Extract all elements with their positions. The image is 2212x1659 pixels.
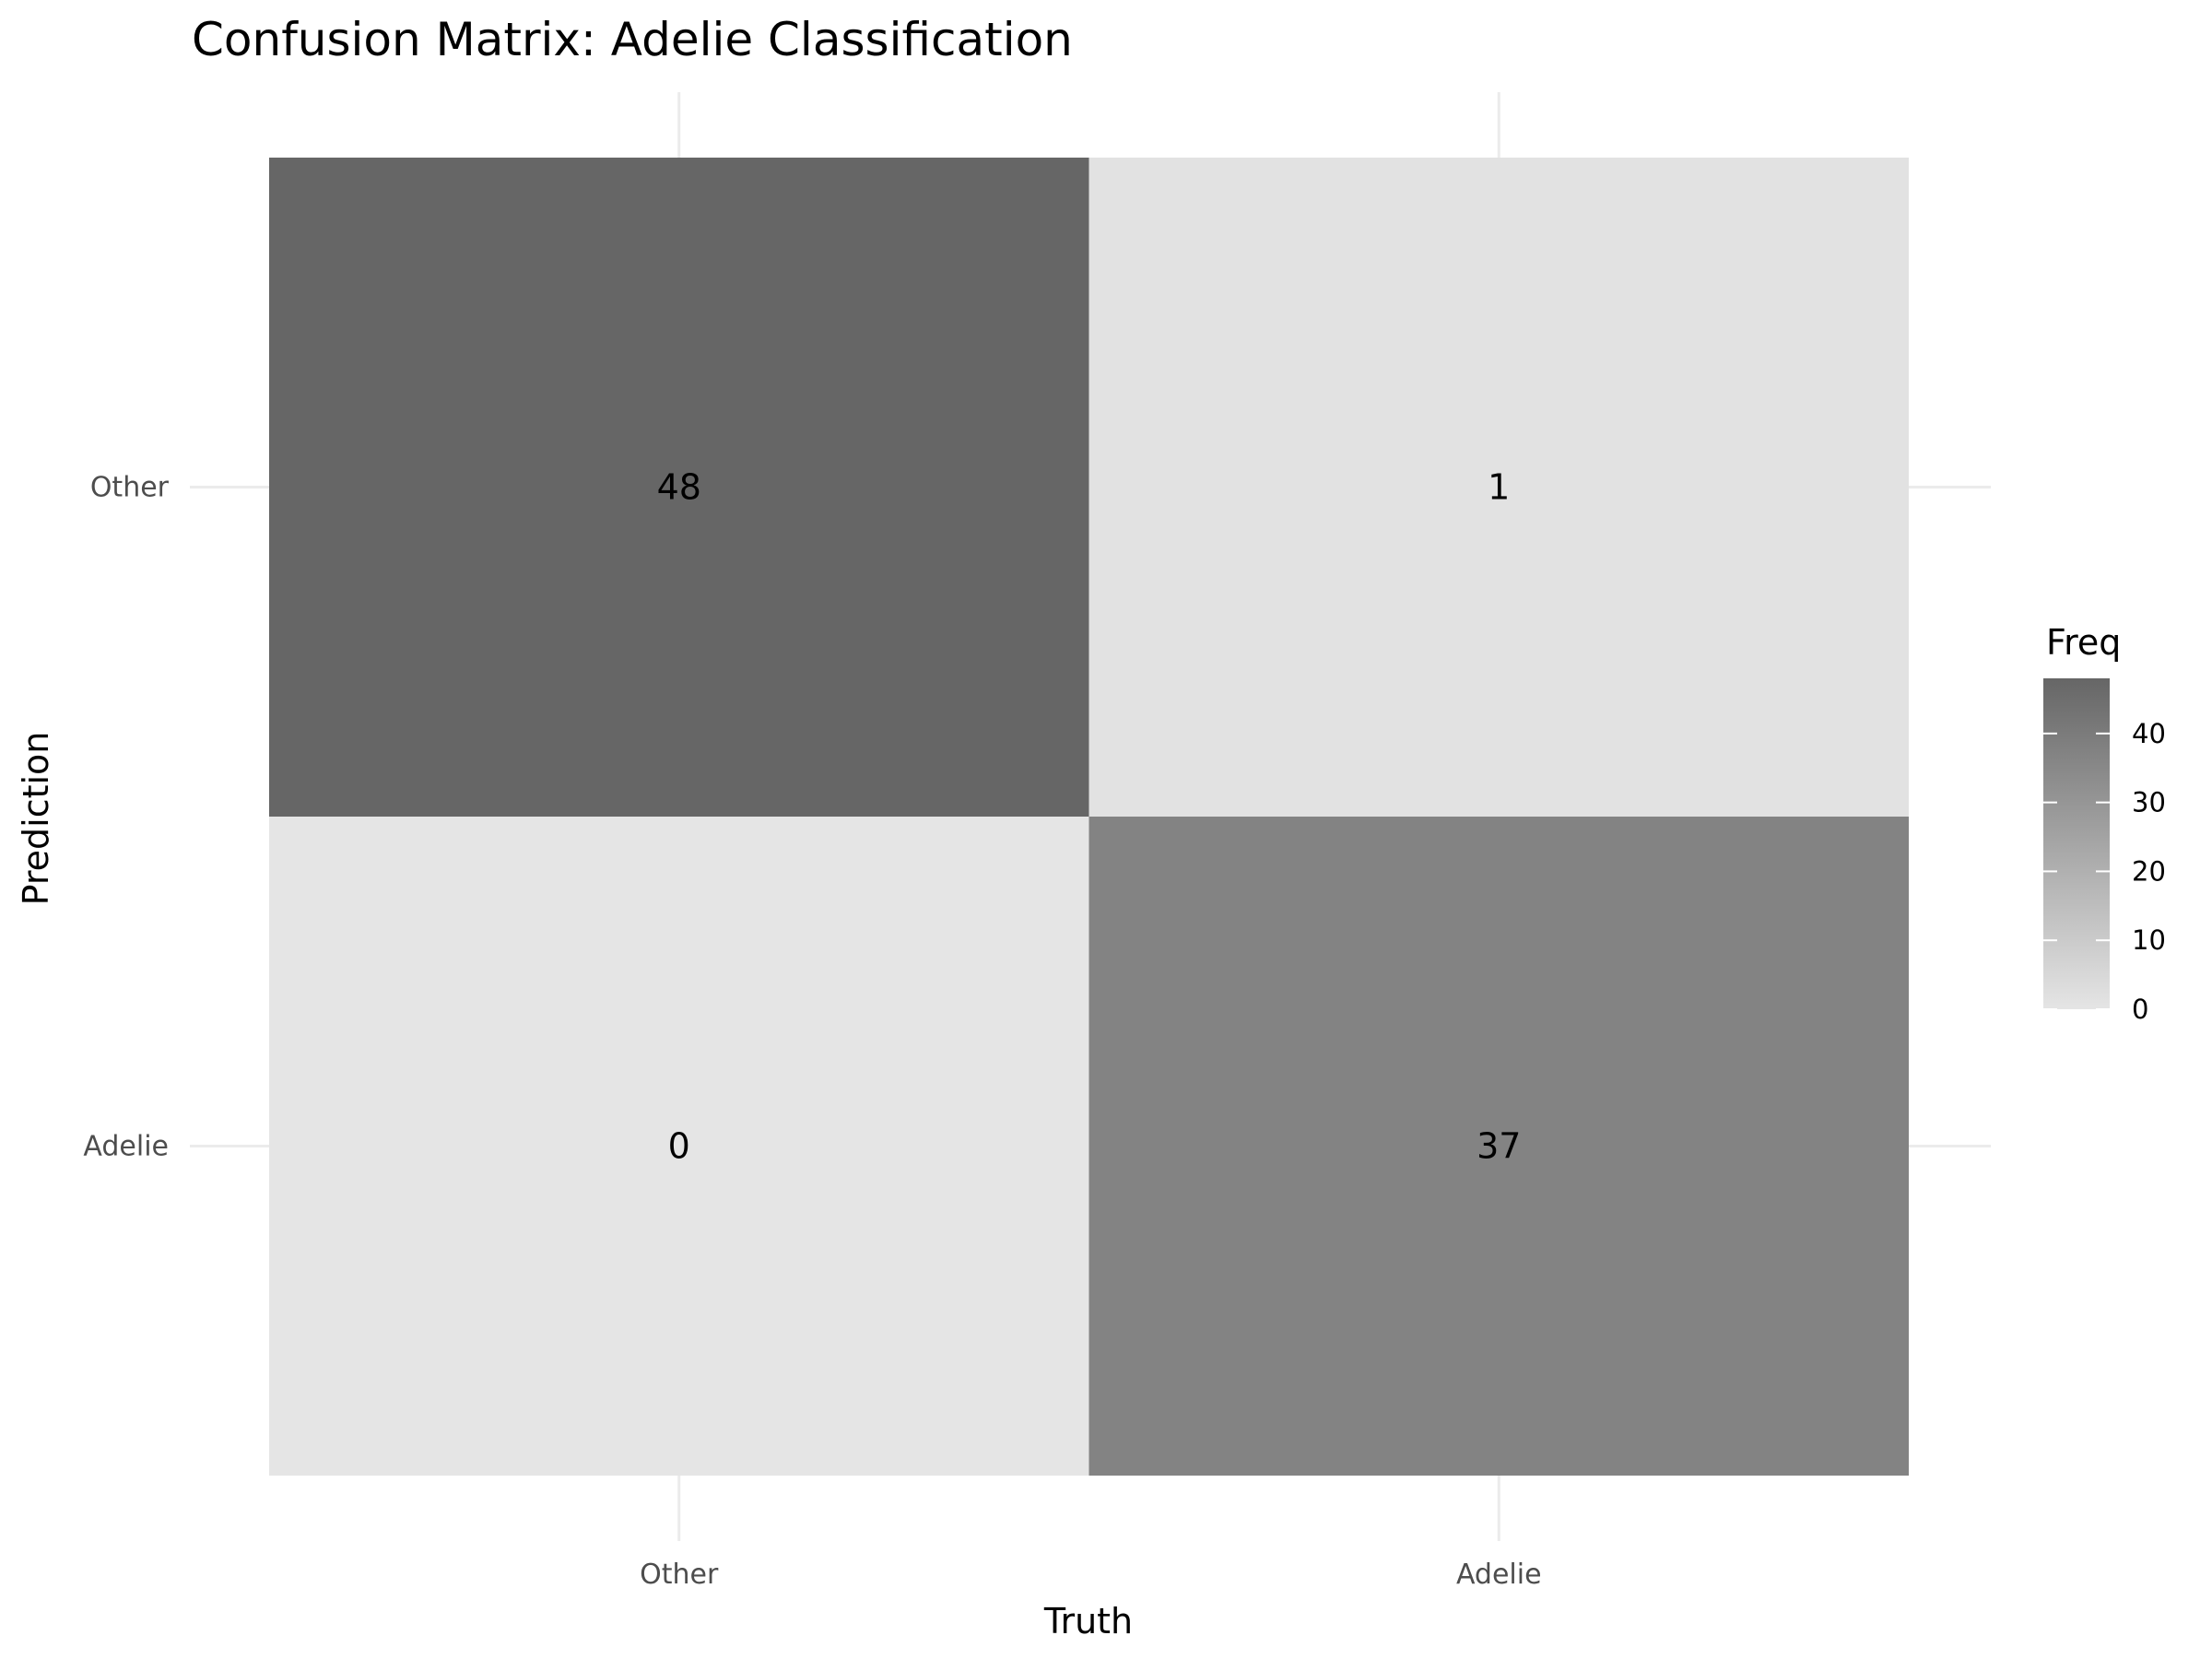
color-legend: Freq 0 10 20 30 40 [2043, 622, 2166, 1025]
chart-title: Confusion Matrix: Adelie Classification [192, 13, 1073, 66]
legend-colorbar [2043, 678, 2110, 1009]
cell-value-label: 48 [657, 467, 701, 508]
cell-value-label: 37 [1477, 1126, 1521, 1167]
legend-tick-label: 40 [2132, 718, 2166, 749]
heatmap-cell [1088, 817, 1909, 1476]
legend-tick-label: 30 [2132, 787, 2166, 818]
x-tick-label: Other [640, 1559, 719, 1591]
legend-tick-label: 0 [2132, 994, 2148, 1025]
legend-title: Freq [2046, 622, 2121, 663]
x-tick-label: Adelie [1456, 1559, 1542, 1591]
y-axis-title: Prediction [16, 732, 56, 906]
heatmap-cell [1088, 158, 1909, 817]
cell-value-label: 1 [1488, 467, 1510, 508]
heatmap-cells: 48 1 0 37 [269, 158, 1909, 1476]
legend-tick-label: 20 [2132, 855, 2166, 887]
heatmap-cell [269, 817, 1089, 1476]
x-axis-title: Truth [1043, 1601, 1133, 1641]
heatmap-cell [269, 158, 1089, 817]
y-tick-labels: Other Adelie [83, 472, 169, 1163]
cell-value-label: 0 [668, 1126, 690, 1167]
y-tick-label: Other [90, 472, 170, 504]
y-tick-label: Adelie [83, 1131, 169, 1163]
legend-tick-label: 10 [2132, 924, 2166, 956]
x-tick-labels: Other Adelie [640, 1559, 1541, 1591]
